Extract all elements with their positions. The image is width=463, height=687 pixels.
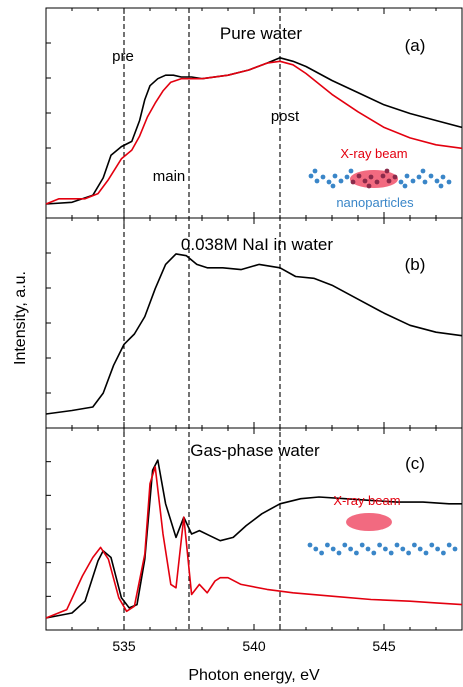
marker-label-post: post <box>271 108 300 125</box>
nanoparticle-dot <box>386 178 392 184</box>
nanoparticle-dot <box>402 183 408 189</box>
nanoparticle-dot <box>320 174 326 180</box>
x-tick-label: 545 <box>372 638 396 654</box>
nanoparticle-dot <box>307 542 313 548</box>
nanoparticle-dot <box>312 168 318 174</box>
nanoparticle-dot <box>374 179 380 185</box>
nanoparticle-dot <box>394 542 400 548</box>
nanoparticle-dot <box>336 550 342 556</box>
nanoparticle-dot <box>319 550 324 556</box>
marker-label-main: main <box>153 168 186 185</box>
x-tick-label: 540 <box>242 638 266 654</box>
nanoparticle-dot <box>392 174 398 180</box>
nanoparticle-dot <box>404 173 410 179</box>
nanoparticle-dot <box>428 173 434 179</box>
nanoparticle-dot <box>412 542 417 548</box>
nanoparticle-dot <box>416 174 422 180</box>
nanoparticle-dot <box>330 546 336 552</box>
series-line-1-0 <box>45 253 463 415</box>
xray-beam-spot-c <box>346 513 392 531</box>
nanoparticle-dot <box>348 546 353 552</box>
series-line-2-0 <box>45 459 462 619</box>
panel-tag-1: (b) <box>405 255 426 274</box>
nanoparticle-dot <box>435 546 440 552</box>
beam-label-a: X-ray beam <box>340 146 407 161</box>
nanoparticle-dot <box>406 550 411 556</box>
x-axis-label: Photon energy, eV <box>188 667 320 684</box>
nanoparticle-dot <box>344 174 350 180</box>
nanoparticle-dot <box>377 542 382 548</box>
nanoparticle-dot <box>441 550 446 556</box>
nanoparticle-dot <box>434 178 440 184</box>
nanoparticle-dot <box>308 173 314 179</box>
nanoparticle-dot <box>452 546 458 552</box>
nanoparticle-dot <box>410 178 416 184</box>
x-tick-label: 535 <box>112 638 136 654</box>
nanoparticle-dot <box>446 179 452 185</box>
nanoparticle-dot <box>429 542 435 548</box>
nanoparticle-dot <box>359 542 365 548</box>
nanoparticle-dot <box>330 183 336 189</box>
nanoparticle-dot <box>400 546 406 552</box>
y-axis-label: Intensity, a.u. <box>12 271 29 365</box>
nanoparticle-dot <box>417 546 423 552</box>
nanoparticle-dot <box>348 168 354 174</box>
nanoparticle-dot <box>368 174 374 180</box>
nanoparticle-dot <box>326 179 332 185</box>
nanoparticle-dot <box>314 178 320 184</box>
series-line-0-1 <box>45 60 463 205</box>
nanoparticle-dot <box>388 550 394 556</box>
panel-tag-2: (c) <box>405 454 425 473</box>
panel-title-1: 0.038M NaI in water <box>181 235 333 254</box>
panel-tag-0: (a) <box>405 36 426 55</box>
nanoparticle-dot <box>422 179 428 185</box>
panel-title-2: Gas-phase water <box>190 441 320 460</box>
nanoparticle-dot <box>371 550 377 556</box>
nanoparticle-dot <box>438 183 444 189</box>
panel-title-0: Pure water <box>220 24 303 43</box>
nanoparticle-dot <box>332 173 338 179</box>
nanoparticle-dot <box>366 183 372 189</box>
nanoparticle-dot <box>384 168 390 174</box>
series-line-2-1 <box>45 466 463 619</box>
particles-label-a: nanoparticles <box>336 195 414 210</box>
nanoparticle-dot <box>398 179 404 185</box>
marker-label-pre: pre <box>112 48 134 65</box>
nanoparticle-dot <box>313 546 319 552</box>
xray-beam-spot-a <box>350 170 398 188</box>
nanoparticle-dot <box>354 550 359 556</box>
nanoparticle-dot <box>350 179 356 185</box>
nanoparticle-dot <box>383 546 388 552</box>
nanoparticle-dot <box>423 550 429 556</box>
beam-label-c: X-ray beam <box>333 493 400 508</box>
nanoparticle-dot <box>338 178 344 184</box>
nanoparticle-dot <box>420 168 426 174</box>
nanoparticle-dot <box>380 173 386 179</box>
nanoparticle-dot <box>440 174 446 180</box>
nanoparticle-dot <box>362 178 368 184</box>
nanoparticle-dot <box>365 546 371 552</box>
nanoparticle-dot <box>342 542 348 548</box>
nanoparticle-dot <box>446 542 452 548</box>
nanoparticle-dot <box>325 542 330 548</box>
series-line-0-0 <box>45 57 463 205</box>
nanoparticle-dot <box>356 173 362 179</box>
